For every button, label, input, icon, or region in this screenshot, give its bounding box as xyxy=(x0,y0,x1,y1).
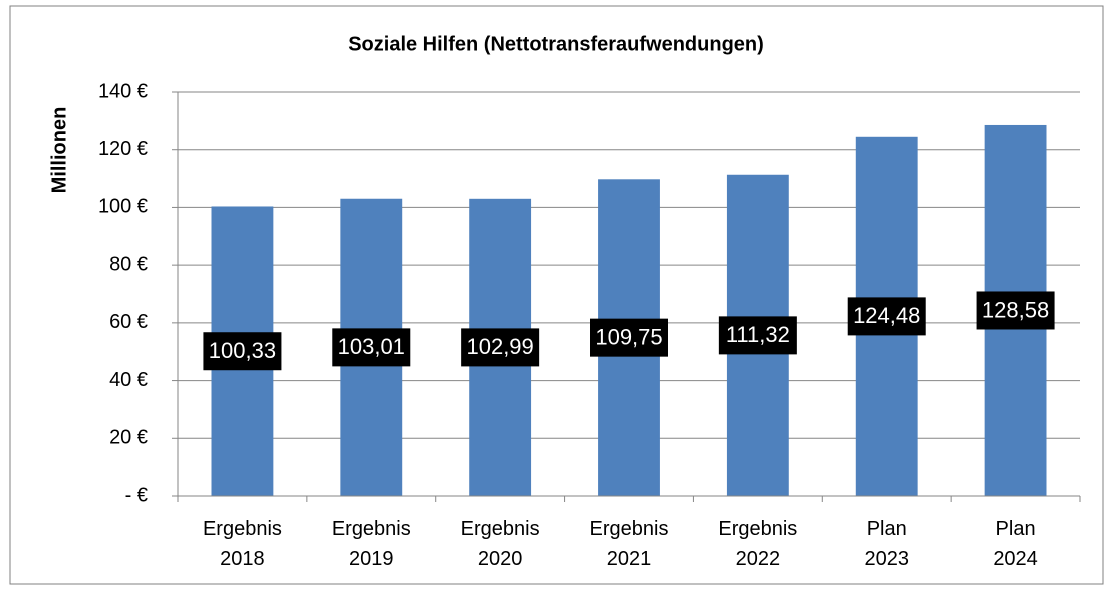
y-tick-label: - € xyxy=(125,484,148,506)
x-tick-label: Ergebnis 2022 xyxy=(718,518,797,570)
data-label: 100,33 xyxy=(209,338,276,363)
data-label-box xyxy=(590,318,668,357)
data-label-box xyxy=(203,332,282,371)
x-tick-label: Ergebnis 2020 xyxy=(461,518,540,570)
y-tick-label: 140 € xyxy=(98,80,148,102)
data-label-box xyxy=(847,297,926,336)
y-tick-label: 40 € xyxy=(109,369,148,391)
chart-title: Soziale Hilfen (Nettotransferaufwendunge… xyxy=(348,33,764,55)
y-tick-label: 60 € xyxy=(109,311,148,333)
chart-border xyxy=(9,5,1104,585)
y-tick-label: 20 € xyxy=(109,427,148,449)
x-tick-label: Ergebnis 2019 xyxy=(332,518,411,570)
y-tick-label: 80 € xyxy=(109,253,148,275)
data-label-box xyxy=(461,328,540,367)
data-label-box xyxy=(718,316,797,355)
x-tick-label: Ergebnis 2021 xyxy=(590,518,669,570)
data-label: 103,01 xyxy=(338,334,405,359)
y-axis-label: Millionen xyxy=(48,107,70,194)
x-tick-label: Plan 2023 xyxy=(864,518,909,570)
data-label: 124,48 xyxy=(853,303,920,328)
data-label: 128,58 xyxy=(982,297,1049,322)
x-tick-label: Plan 2024 xyxy=(993,518,1038,570)
data-label-box xyxy=(976,291,1055,330)
y-tick-label: 120 € xyxy=(98,138,148,160)
data-label: 102,99 xyxy=(466,334,533,359)
data-label: 111,32 xyxy=(726,322,790,347)
data-label-box xyxy=(332,328,411,367)
data-label: 109,75 xyxy=(595,324,662,349)
y-tick-label: 100 € xyxy=(98,196,148,218)
x-tick-label: Ergebnis 2018 xyxy=(203,518,282,570)
